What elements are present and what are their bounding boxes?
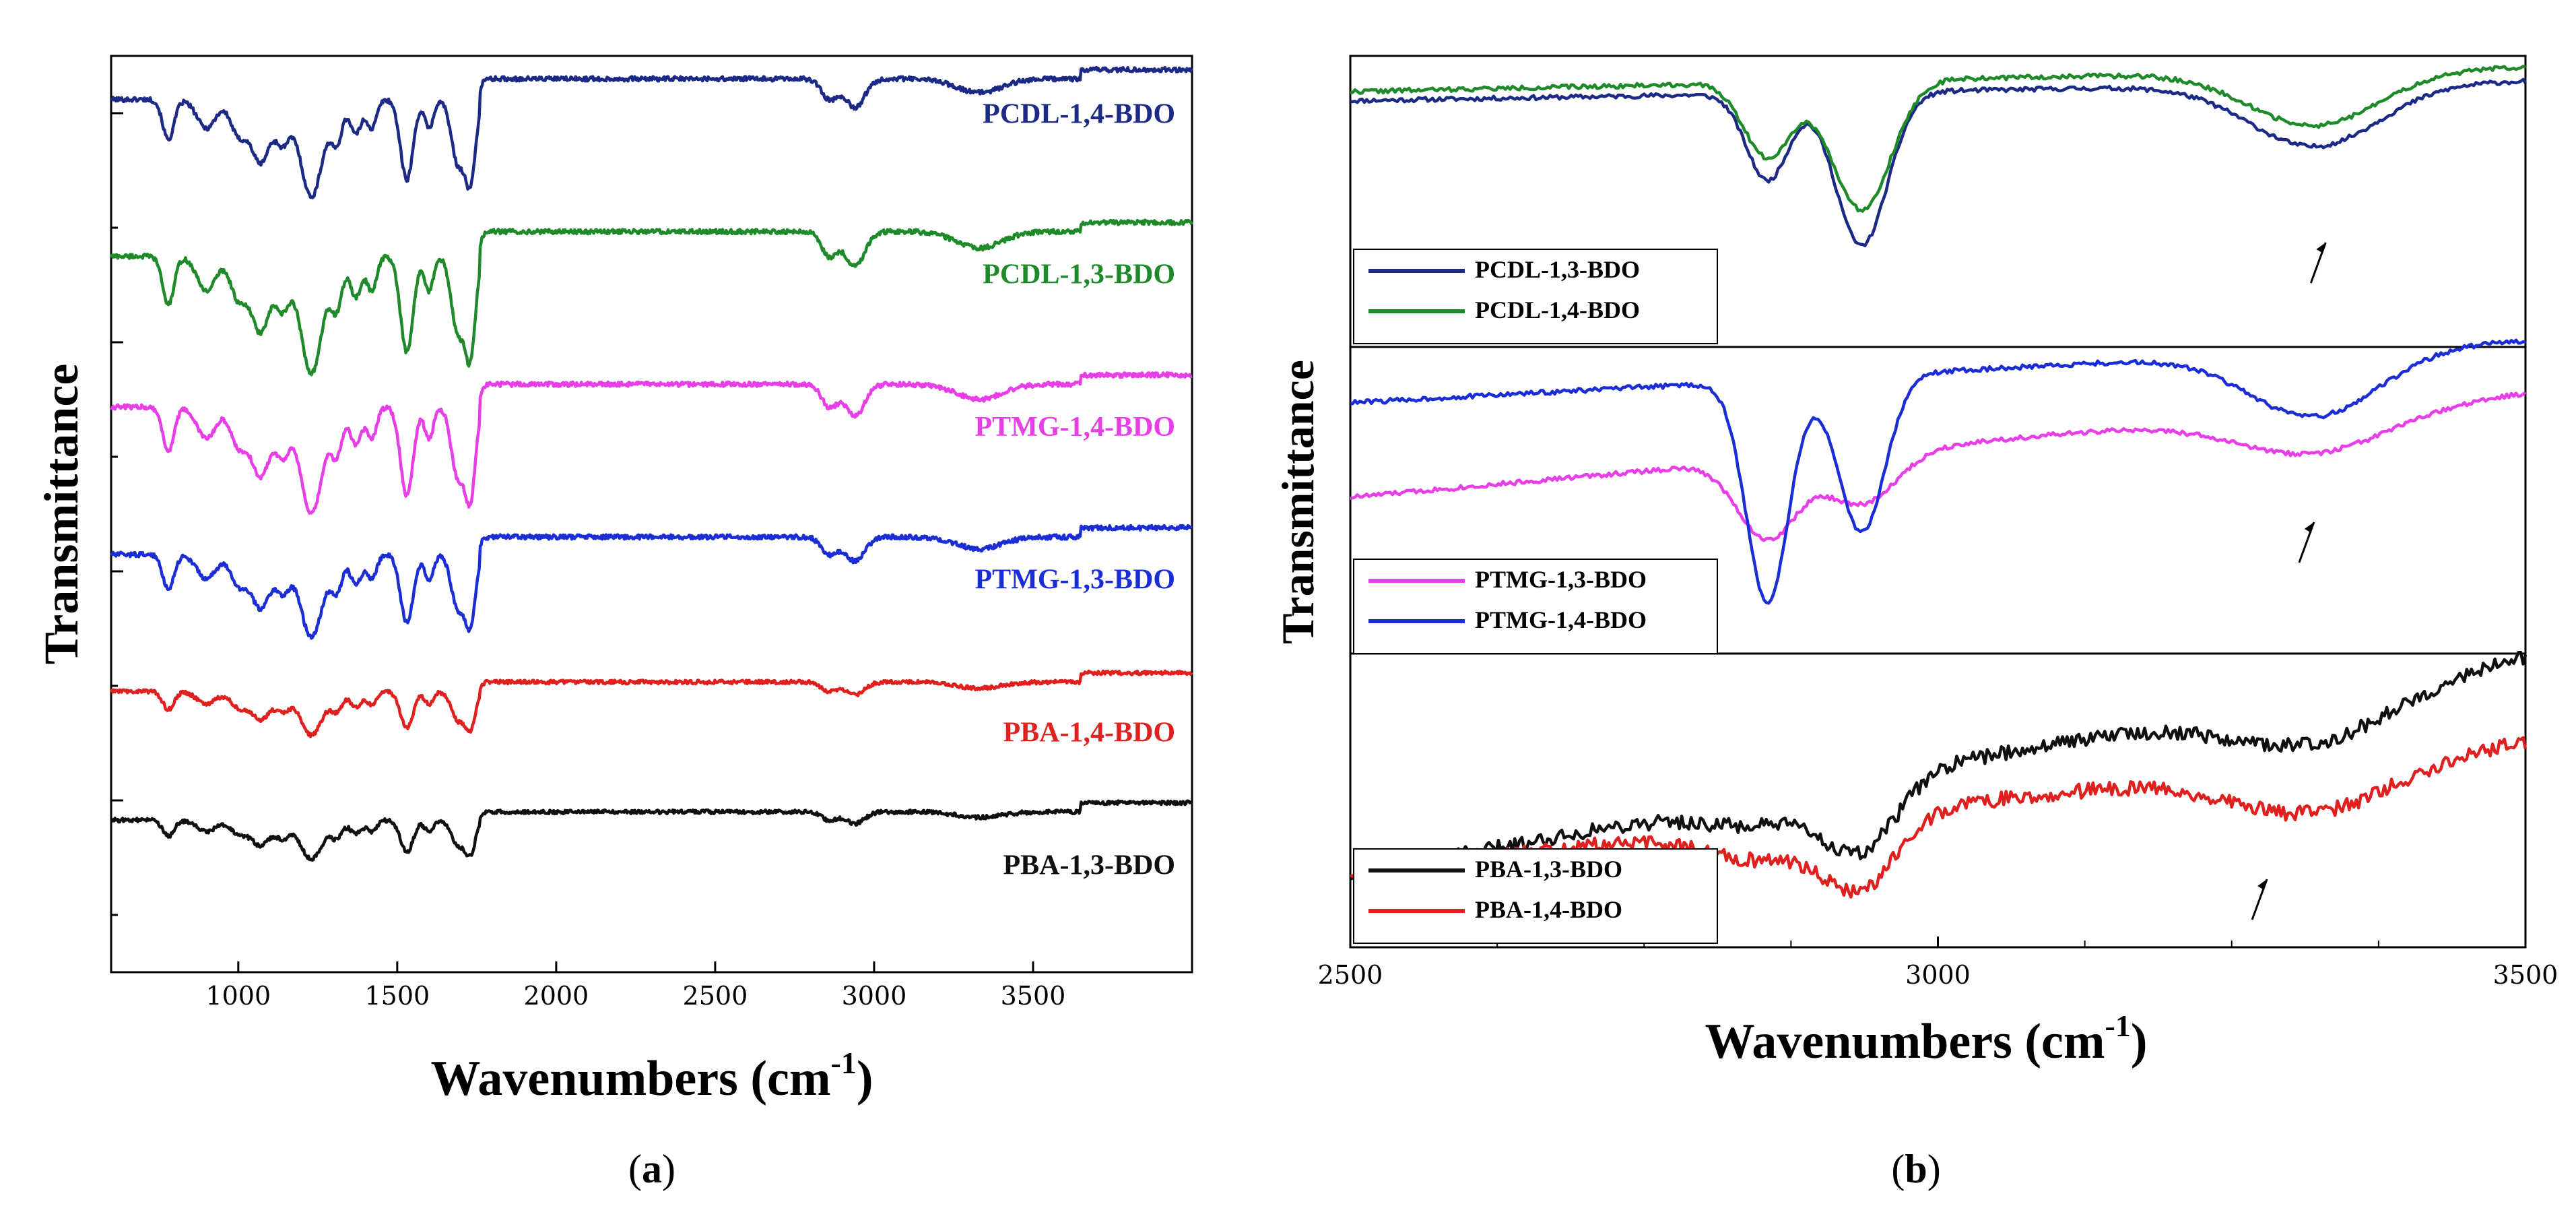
panel-b-x-ticks: 2500 3000 3500	[1318, 937, 2558, 990]
panel-b-legend-label: PBA-1,3-BDO	[1475, 856, 1622, 883]
panel-b-x-axis-title: Wavenumbers (cm-1)	[1705, 1009, 2148, 1069]
panel-b: 2500 3000 3500 PCDL-1,3-BDO PCDL-1,4-BDO PTM…	[1272, 55, 2558, 1191]
panel-b-series-line	[1350, 338, 2526, 605]
panel-a-x-tick-label: 3500	[1001, 981, 1066, 1011]
panel-b-legend-box	[1353, 249, 1718, 344]
panel-a-curves	[109, 65, 1193, 862]
panel-a-x-axis-title: Wavenumbers (cm-1)	[431, 1046, 873, 1106]
panel-a-x-ticks: 1000 1500 2000 2500 3000 3500	[205, 961, 1065, 1011]
panel-b-y-axis-title: Transmittance	[1272, 360, 1323, 644]
panel-a-series-line	[110, 65, 1193, 199]
panel-b-legends: PCDL-1,3-BDO PCDL-1,4-BDO PTMG-1,3-BDO PTMG…	[1353, 249, 1718, 944]
panel-a-x-tick-label: 2000	[524, 981, 589, 1011]
panel-b-series-line	[1350, 736, 2528, 899]
panel-a-x-tick-label: 3000	[842, 981, 907, 1011]
panel-b-arrowhead	[2304, 522, 2314, 533]
panel-a-series-label: PBA-1,4-BDO	[1003, 717, 1176, 748]
panel-a-x-tick-label: 2500	[683, 981, 748, 1011]
panel-a-y-axis-title: Transmittance	[34, 364, 88, 665]
panel-a-y-ticks	[111, 112, 123, 916]
panel-b-arrowhead	[2316, 243, 2326, 253]
panel-b-legend-label: PTMG-1,3-BDO	[1475, 566, 1647, 593]
panel-a-series-line	[110, 371, 1193, 515]
panel-a-series-label: PTMG-1,3-BDO	[975, 565, 1175, 596]
panel-b-legend-label: PBA-1,4-BDO	[1475, 896, 1622, 923]
panel-b-x-tick-label: 3000	[1905, 960, 1971, 990]
panel-a: 1000 1500 2000 2500 3000 3500 PCDL-1,4-BDOPCD…	[34, 55, 1193, 1191]
panel-b-series-line	[1350, 77, 2527, 247]
panel-a-series-line	[109, 218, 1193, 377]
panel-a-caption: (a)	[628, 1147, 675, 1191]
panel-b-arrowhead	[2257, 879, 2268, 890]
panel-b-x-tick-label: 2500	[1318, 960, 1383, 990]
panel-a-series-line	[109, 669, 1193, 738]
panel-b-plot-frame	[1349, 55, 2527, 949]
panel-a-x-tick-label: 1500	[364, 981, 430, 1011]
panel-b-arrows	[2251, 242, 2327, 920]
panel-b-x-tick-label: 3500	[2493, 960, 2558, 990]
panel-a-series-line	[110, 799, 1193, 862]
panel-a-series-label: PBA-1,3-BDO	[1003, 850, 1176, 881]
panel-a-plot-frame	[110, 55, 1193, 974]
panel-b-legend-label: PCDL-1,3-BDO	[1475, 256, 1640, 283]
panel-b-curves	[1350, 65, 2528, 899]
panel-b-series-line	[1350, 391, 2527, 542]
panel-b-series-line	[1350, 65, 2526, 213]
panel-b-legend-label: PTMG-1,4-BDO	[1475, 606, 1647, 633]
panel-b-series-line	[1350, 651, 2528, 882]
panel-b-legend-label: PCDL-1,4-BDO	[1475, 296, 1640, 323]
panel-a-series-labels: PCDL-1,4-BDO PCDL-1,3-BDO PTMG-1,4-BDO PTMG…	[975, 98, 1175, 881]
panel-a-series-label: PCDL-1,3-BDO	[983, 259, 1175, 290]
panel-b-caption: (b)	[1891, 1147, 1940, 1191]
panel-a-x-tick-label: 1000	[205, 981, 271, 1011]
panel-b-legend-box	[1353, 559, 1718, 654]
panel-a-series-line	[110, 523, 1193, 640]
panel-a-series-label: PTMG-1,4-BDO	[975, 412, 1175, 443]
panel-b-legend-box	[1353, 848, 1718, 944]
panel-a-series-label: PCDL-1,4-BDO	[983, 98, 1175, 129]
